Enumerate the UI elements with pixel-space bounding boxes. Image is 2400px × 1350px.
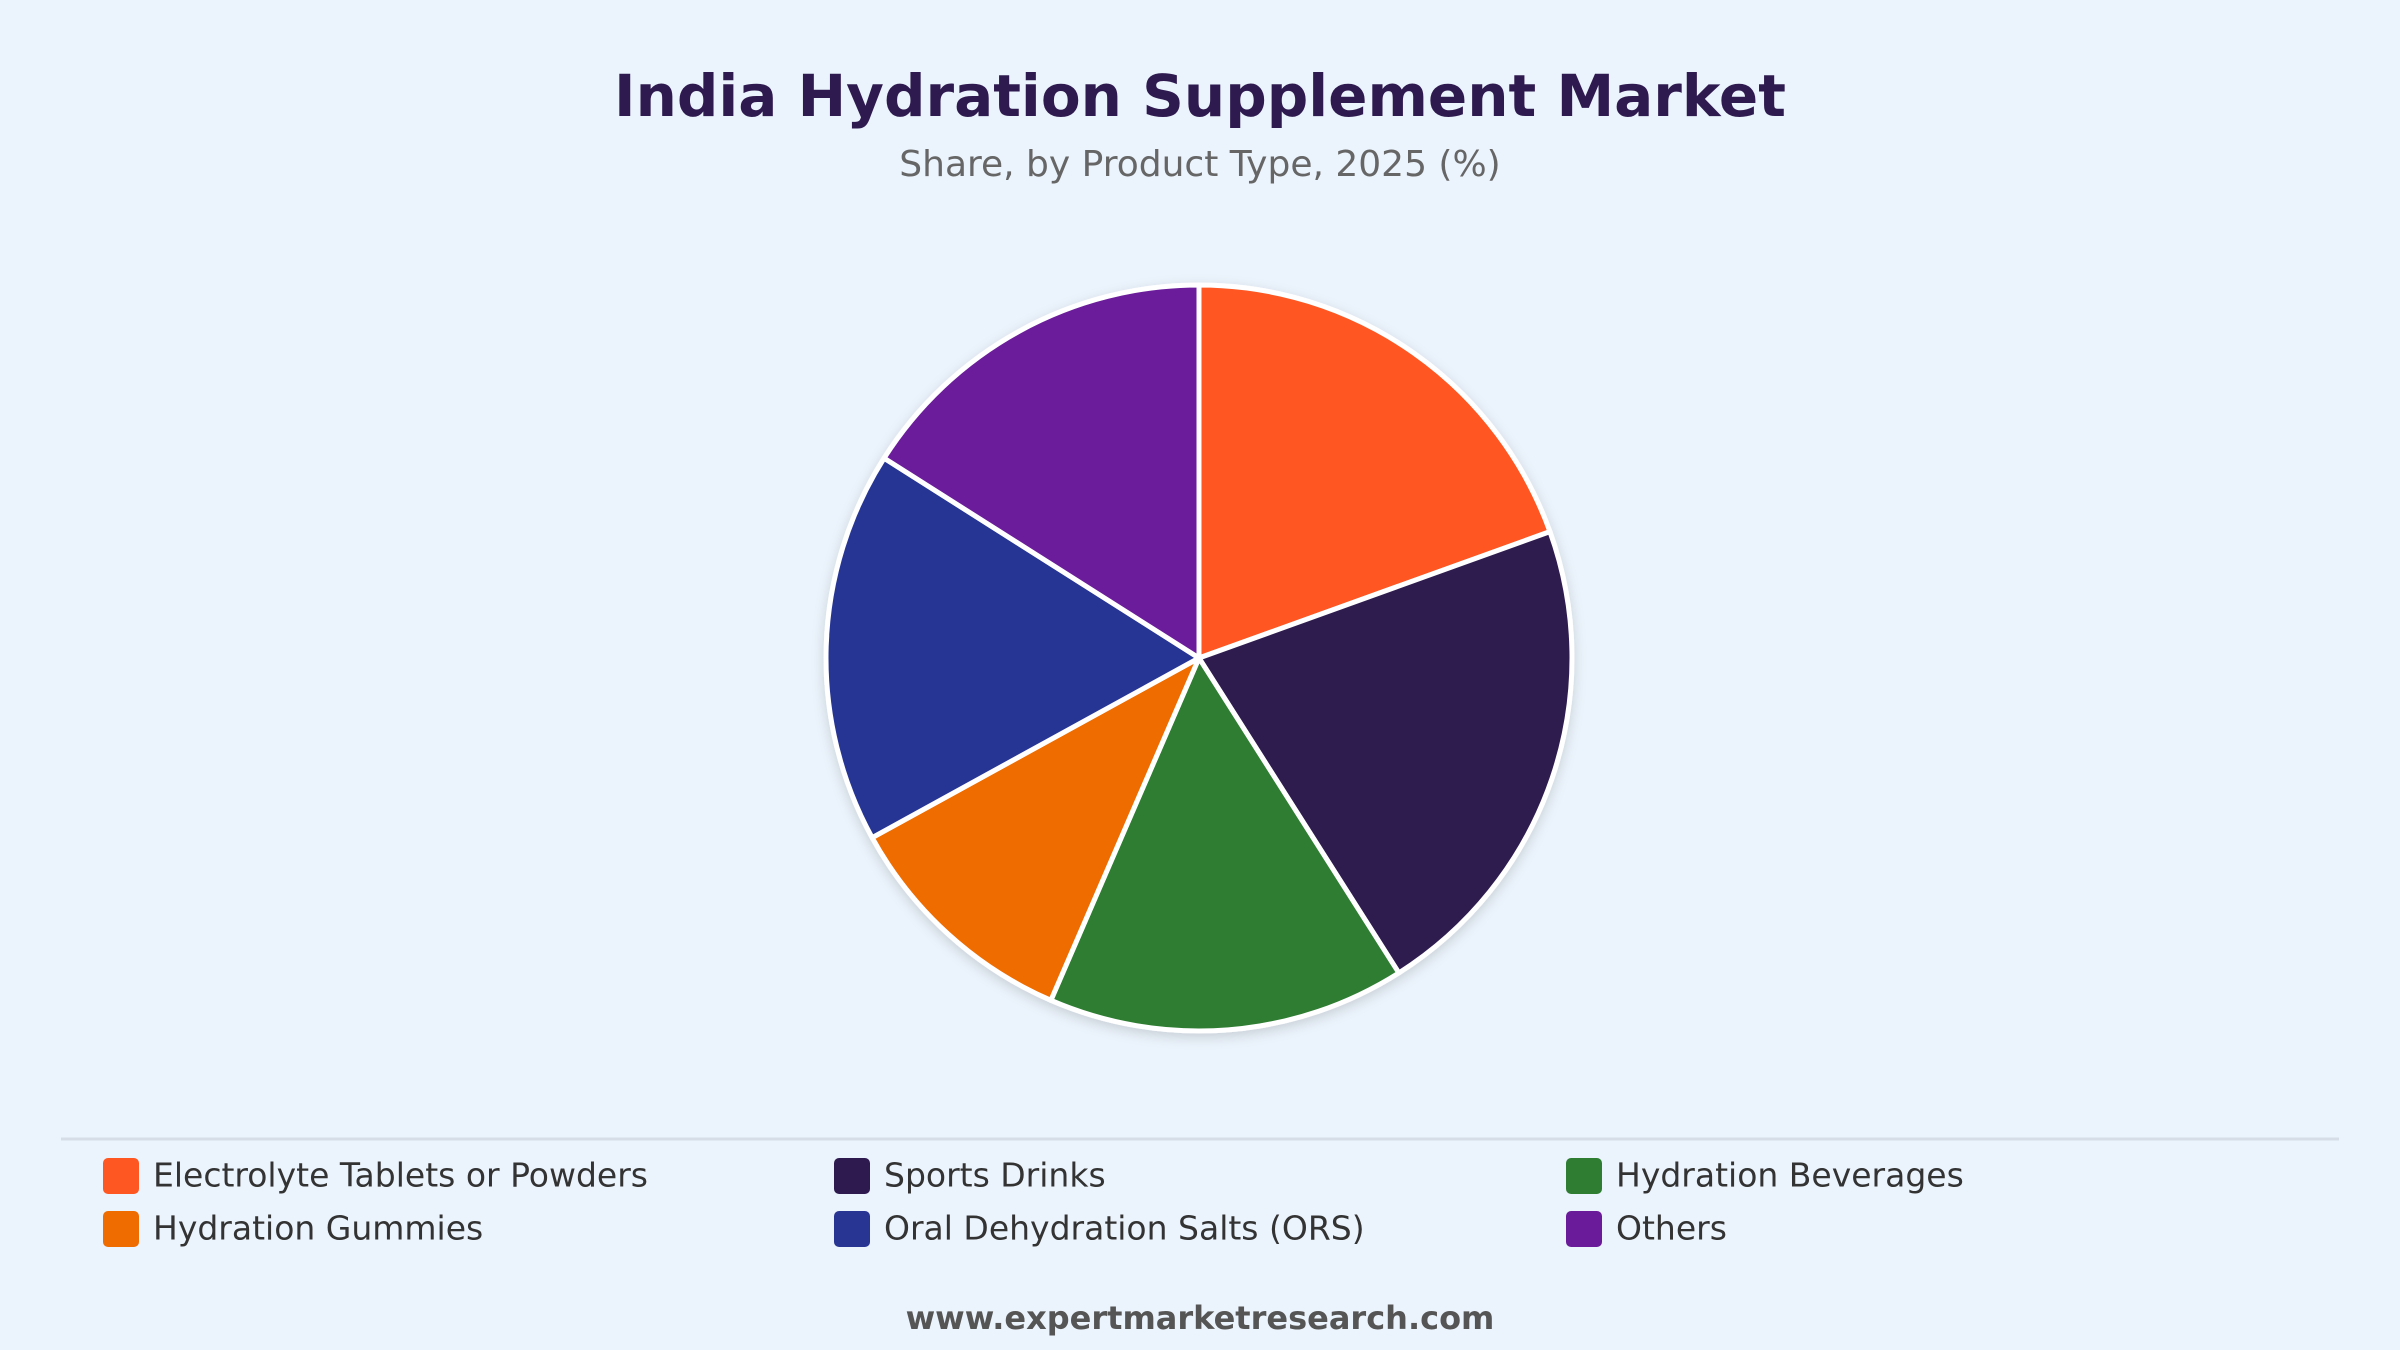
legend-swatch bbox=[834, 1158, 870, 1194]
pie-slice bbox=[869, 655, 1202, 1003]
pie-slice bbox=[823, 455, 1202, 841]
chart-title: India Hydration Supplement Market bbox=[614, 62, 1786, 130]
pie-slice bbox=[1196, 282, 1553, 661]
legend-label: Oral Dehydration Salts (ORS) bbox=[884, 1209, 1365, 1248]
pie bbox=[823, 282, 1575, 1034]
legend-label: Others bbox=[1616, 1209, 1727, 1248]
legend-swatch bbox=[1566, 1158, 1602, 1194]
legend-label: Sports Drinks bbox=[884, 1156, 1106, 1195]
legend-swatch bbox=[103, 1158, 139, 1194]
legend-swatch bbox=[1566, 1211, 1602, 1247]
legend-label: Hydration Beverages bbox=[1616, 1156, 1964, 1195]
footer: www.expertmarketresearch.com bbox=[906, 1299, 1495, 1337]
legend-label: Hydration Gummies bbox=[153, 1209, 483, 1248]
pie-slice bbox=[1196, 529, 1575, 976]
legend-label: Electrolyte Tablets or Powders bbox=[153, 1156, 648, 1195]
chart-subtitle: Share, by Product Type, 2025 (%) bbox=[899, 144, 1500, 185]
legend-swatch bbox=[834, 1211, 870, 1247]
legend-swatch bbox=[103, 1211, 139, 1247]
legend: Electrolyte Tablets or Powders Sports Dri… bbox=[103, 1156, 1964, 1248]
pie-slice bbox=[881, 282, 1202, 661]
pie-slice bbox=[1048, 655, 1402, 1034]
